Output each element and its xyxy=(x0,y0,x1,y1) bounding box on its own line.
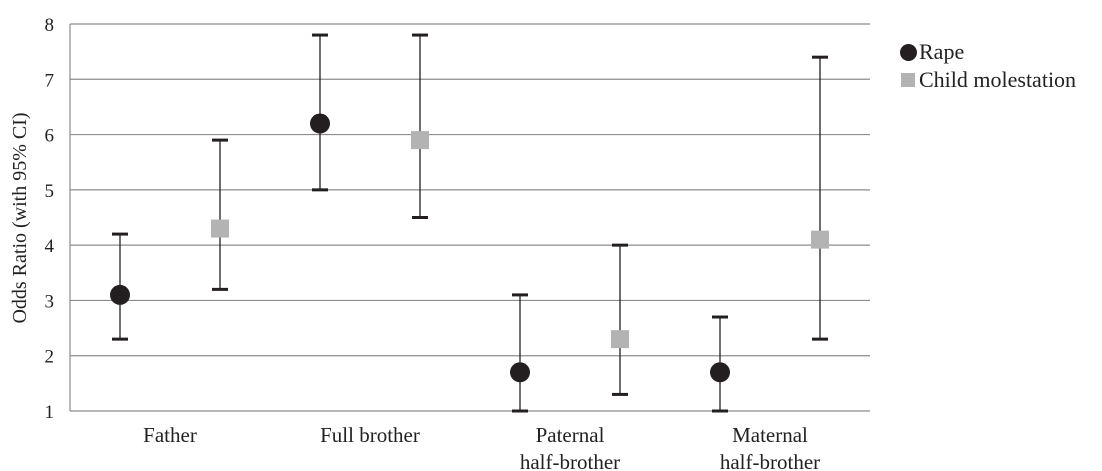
data-point-child-molestation xyxy=(211,219,229,238)
error-bars xyxy=(112,33,828,413)
y-axis-title: Odds Ratio (with 95% CI) xyxy=(9,112,31,323)
error-bar xyxy=(412,33,428,219)
data-point-child-molestation xyxy=(811,230,829,249)
y-tick-label: 6 xyxy=(45,126,55,147)
error-bar xyxy=(512,293,528,413)
data-point-child-molestation xyxy=(611,330,629,349)
error-bar xyxy=(312,33,328,192)
error-bar xyxy=(612,243,628,396)
y-tick-labels: 1 2 3 4 5 6 7 8 xyxy=(45,15,55,423)
circle-marker-icon xyxy=(900,43,917,61)
legend-item-child-molestation: Child molestation xyxy=(900,66,1076,94)
data-point-rape xyxy=(510,362,530,383)
error-bar xyxy=(212,138,228,291)
legend-item-rape: Rape xyxy=(900,38,1076,66)
y-tick-label: 4 xyxy=(45,236,55,257)
gridlines xyxy=(69,23,870,412)
legend-label-child-molestation: Child molestation xyxy=(919,67,1077,92)
y-tick-label: 3 xyxy=(45,291,55,312)
y-tick-label: 1 xyxy=(45,402,55,423)
y-tick-label: 7 xyxy=(45,70,55,91)
legend-label-rape: Rape xyxy=(919,39,965,64)
x-category-label: Father xyxy=(143,423,197,447)
x-category-labels: Father Full brother Paternal half-brother Ma… xyxy=(143,423,820,471)
data-point-rape xyxy=(110,284,130,305)
x-category-label: Maternal half-brother xyxy=(720,423,820,471)
x-category-label: Full brother xyxy=(320,423,420,447)
data-point-rape xyxy=(710,362,730,383)
legend: Rape Child molestation xyxy=(900,38,1076,94)
x-category-label: Paternal half-brother xyxy=(520,423,620,471)
data-point-child-molestation xyxy=(411,131,429,150)
y-tick-label: 5 xyxy=(45,181,55,202)
data-point-rape xyxy=(310,113,330,134)
y-tick-label: 8 xyxy=(45,15,55,36)
data-points xyxy=(110,113,829,383)
error-bar xyxy=(812,55,828,341)
y-tick-label: 2 xyxy=(45,347,55,368)
square-marker-icon xyxy=(901,73,915,87)
